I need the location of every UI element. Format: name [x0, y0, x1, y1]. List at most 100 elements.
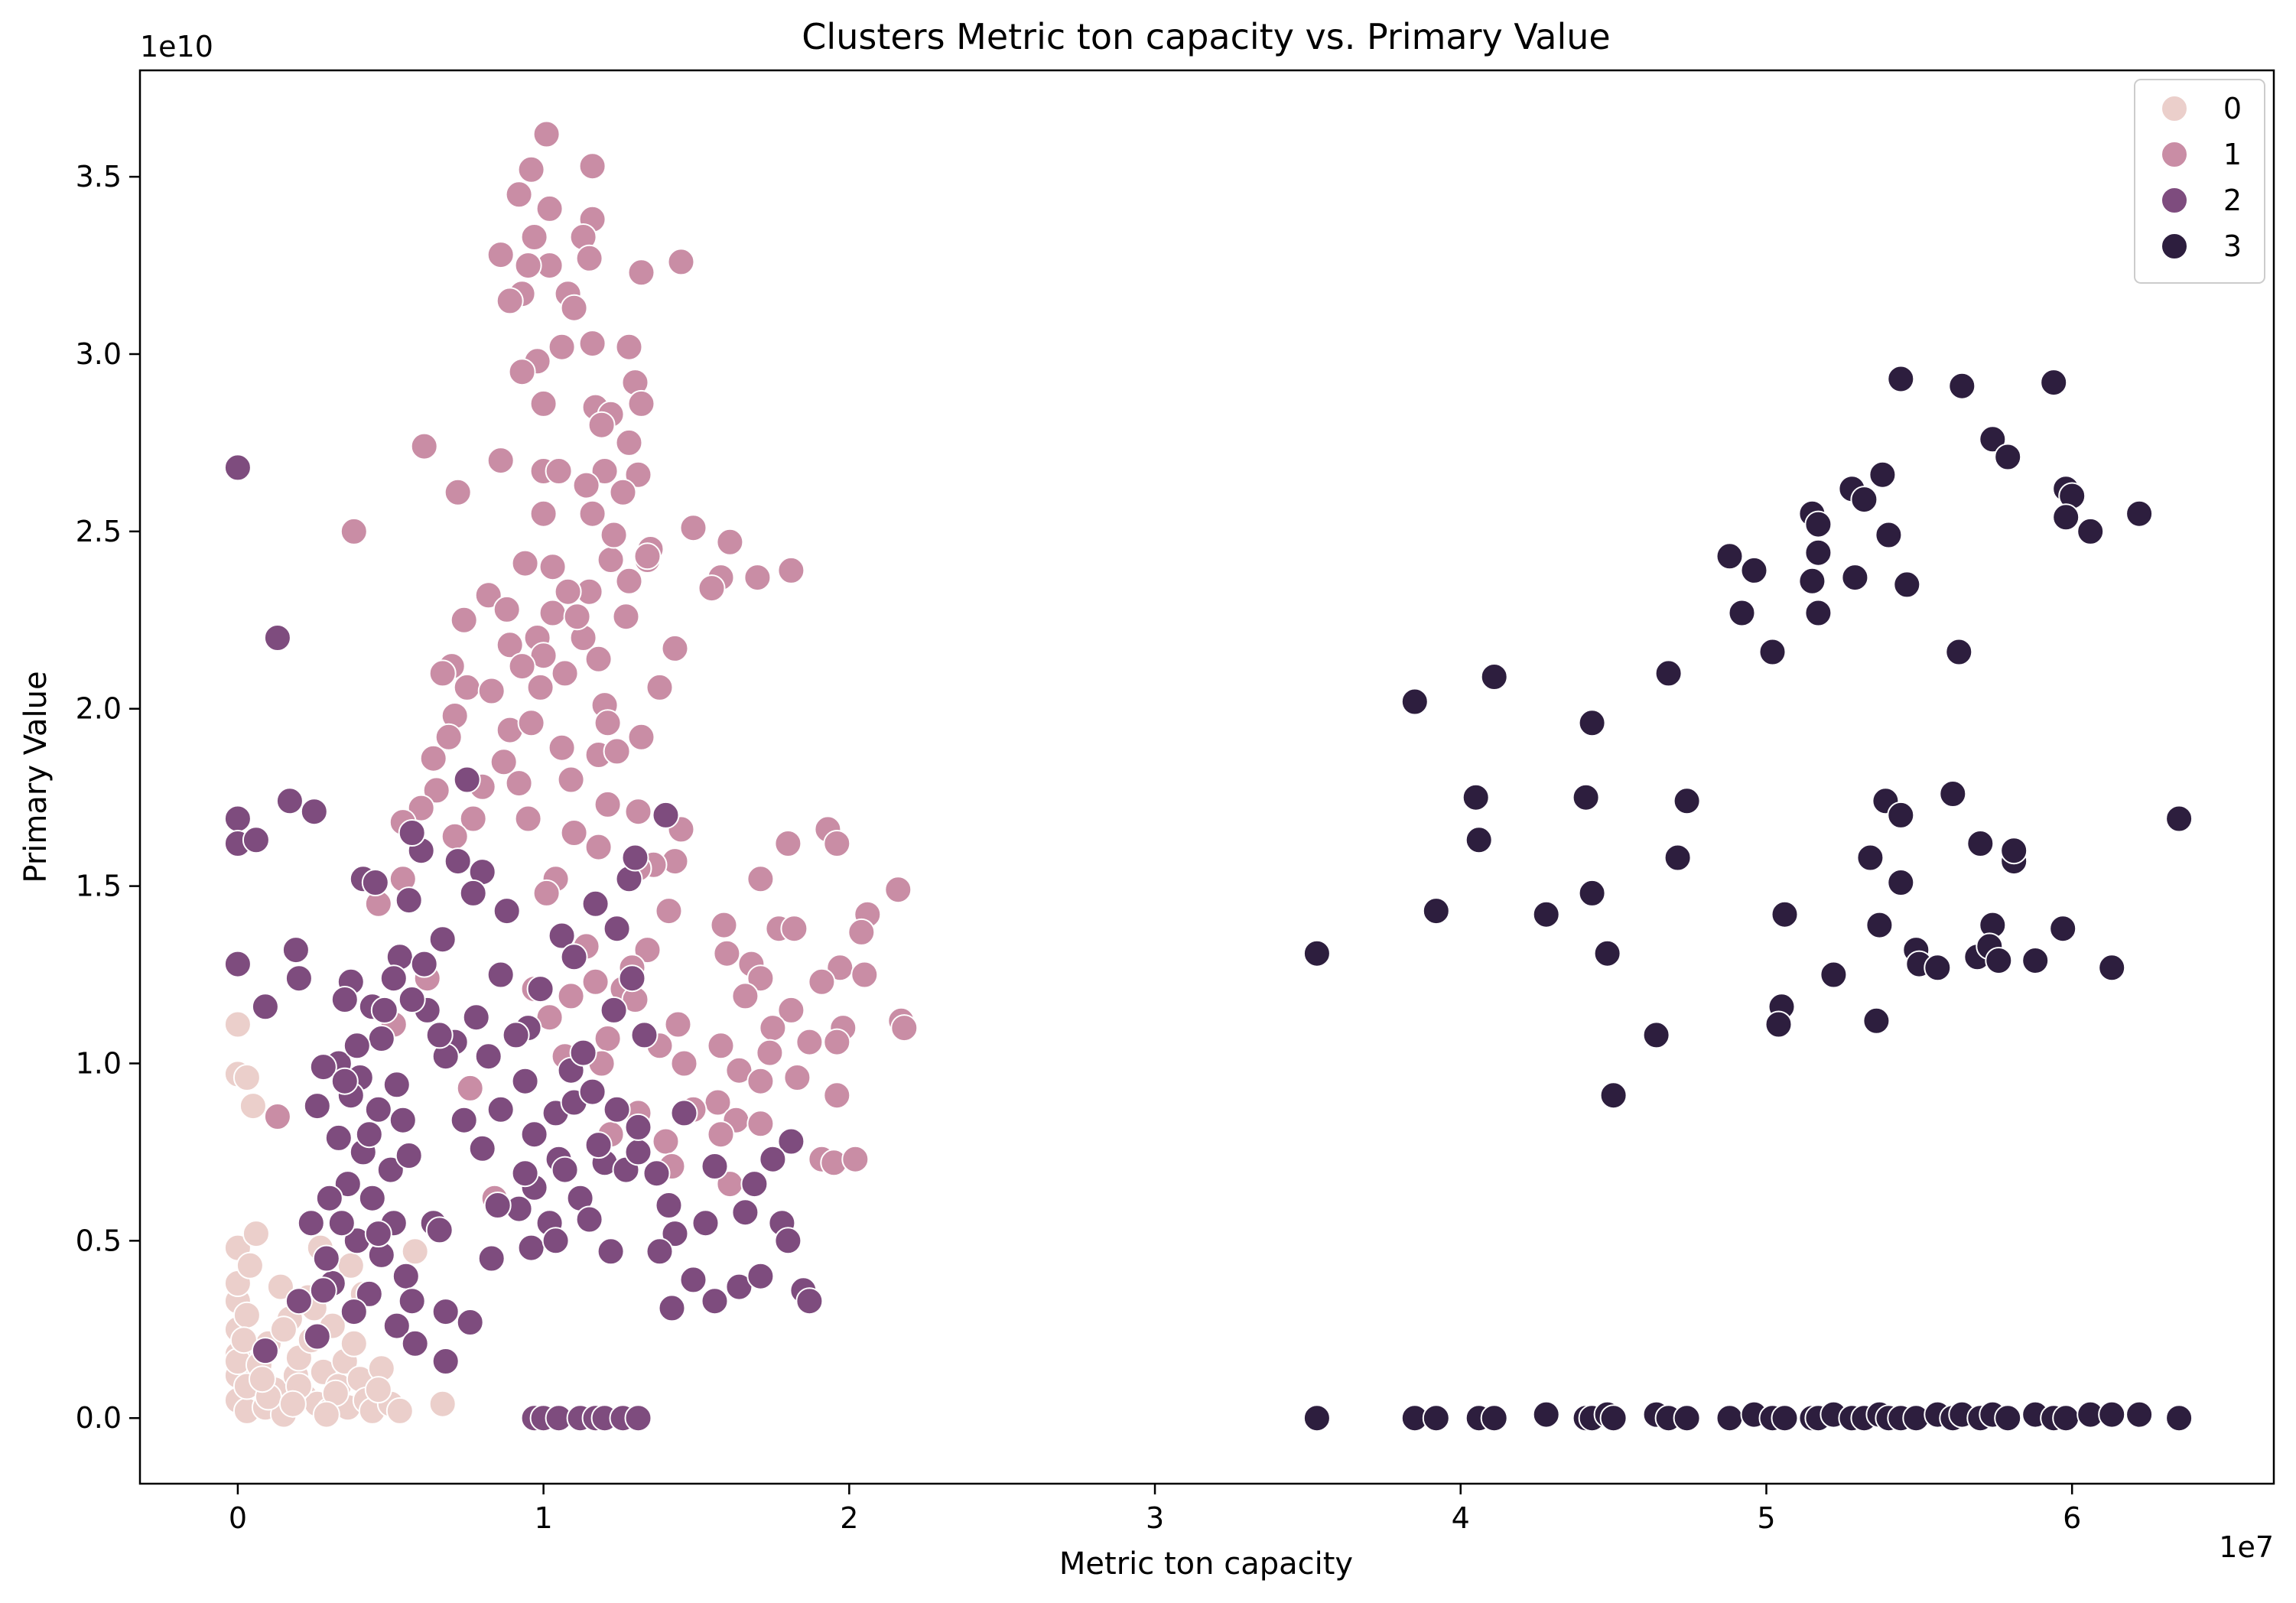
data-point — [428, 659, 457, 688]
legend-label: 0 — [2223, 92, 2242, 125]
data-point — [223, 454, 252, 482]
data-point — [679, 514, 707, 542]
data-point — [624, 798, 652, 826]
data-point — [242, 826, 270, 854]
data-point — [627, 723, 655, 751]
data-point — [1302, 939, 1331, 967]
data-point — [520, 1120, 548, 1149]
data-point — [532, 879, 561, 907]
data-point — [551, 1156, 579, 1184]
data-point — [456, 1309, 484, 1336]
data-point — [505, 769, 533, 798]
data-point — [327, 1209, 356, 1237]
data-point — [1771, 1404, 1799, 1432]
data-point — [1887, 869, 1915, 896]
data-point — [670, 1099, 698, 1127]
data-point — [1593, 939, 1621, 967]
data-point — [548, 333, 576, 361]
data-point — [410, 432, 438, 460]
data-point — [707, 1120, 735, 1149]
data-point — [343, 1032, 371, 1060]
data-point — [2021, 947, 2050, 974]
data-point — [2125, 499, 2154, 528]
data-point — [395, 1142, 423, 1169]
legend-label: 1 — [2223, 138, 2242, 171]
data-point — [242, 1220, 270, 1248]
data-point — [581, 889, 610, 918]
points-layer — [223, 120, 2194, 1432]
data-point — [1798, 567, 1826, 595]
data-point — [661, 1220, 689, 1248]
data-point — [340, 517, 368, 545]
data-point — [661, 634, 689, 662]
data-point — [578, 1078, 607, 1106]
data-point — [324, 1123, 353, 1152]
data-point — [1764, 1010, 1793, 1039]
y-tick-label: 2.0 — [76, 692, 122, 726]
data-point — [1532, 900, 1560, 928]
data-point — [431, 1348, 460, 1375]
data-point — [707, 1032, 735, 1060]
data-point — [590, 457, 619, 485]
data-point — [355, 1279, 383, 1308]
data-point — [2052, 503, 2080, 532]
data-point — [493, 595, 521, 623]
data-point — [572, 471, 600, 499]
data-point — [780, 915, 808, 943]
data-point — [361, 869, 389, 896]
data-point — [223, 805, 252, 833]
data-point — [407, 794, 435, 822]
data-point — [281, 936, 310, 964]
data-point — [1400, 688, 1429, 716]
data-point — [514, 252, 542, 280]
data-point — [557, 982, 585, 1010]
data-point — [716, 528, 744, 556]
data-point — [422, 776, 450, 805]
data-point — [453, 766, 481, 794]
data-point — [410, 950, 438, 978]
data-point — [1771, 900, 1799, 928]
data-point — [514, 805, 542, 833]
data-point — [486, 241, 515, 269]
data-point — [541, 1227, 570, 1255]
data-point — [520, 223, 548, 251]
data-point — [1578, 709, 1606, 737]
x-tick-label: 5 — [1757, 1501, 1775, 1535]
data-point — [398, 819, 426, 847]
data-point — [670, 1049, 698, 1078]
data-point — [496, 287, 524, 315]
data-point — [740, 1170, 769, 1198]
data-point — [398, 986, 426, 1013]
data-point — [774, 830, 802, 857]
data-point — [508, 652, 536, 681]
data-point — [578, 499, 607, 528]
data-point — [652, 1127, 680, 1156]
data-point — [535, 194, 564, 223]
data-point — [431, 1298, 460, 1326]
data-point — [642, 1159, 671, 1188]
data-point — [664, 1010, 692, 1039]
data-point — [627, 389, 655, 418]
x-axis: 0 1 2 3 4 5 6 — [229, 1484, 2081, 1535]
data-point — [340, 1298, 368, 1326]
data-point — [1893, 571, 1921, 599]
data-point — [746, 1262, 775, 1290]
data-point — [1856, 844, 1885, 872]
data-point — [367, 1025, 395, 1052]
x-tick-label: 4 — [1452, 1501, 1470, 1535]
data-point — [569, 1039, 597, 1067]
data-point — [594, 709, 622, 737]
data-point — [795, 1028, 824, 1056]
data-point — [667, 248, 695, 276]
data-point — [1994, 443, 2022, 471]
data-point — [263, 1103, 291, 1130]
data-point — [679, 1266, 707, 1294]
data-point — [297, 1209, 325, 1237]
data-point — [425, 1216, 454, 1244]
data-point — [759, 1145, 787, 1173]
data-point — [777, 1127, 805, 1156]
data-point — [385, 1397, 414, 1425]
data-point — [511, 1159, 539, 1188]
legend-marker — [2161, 141, 2188, 168]
